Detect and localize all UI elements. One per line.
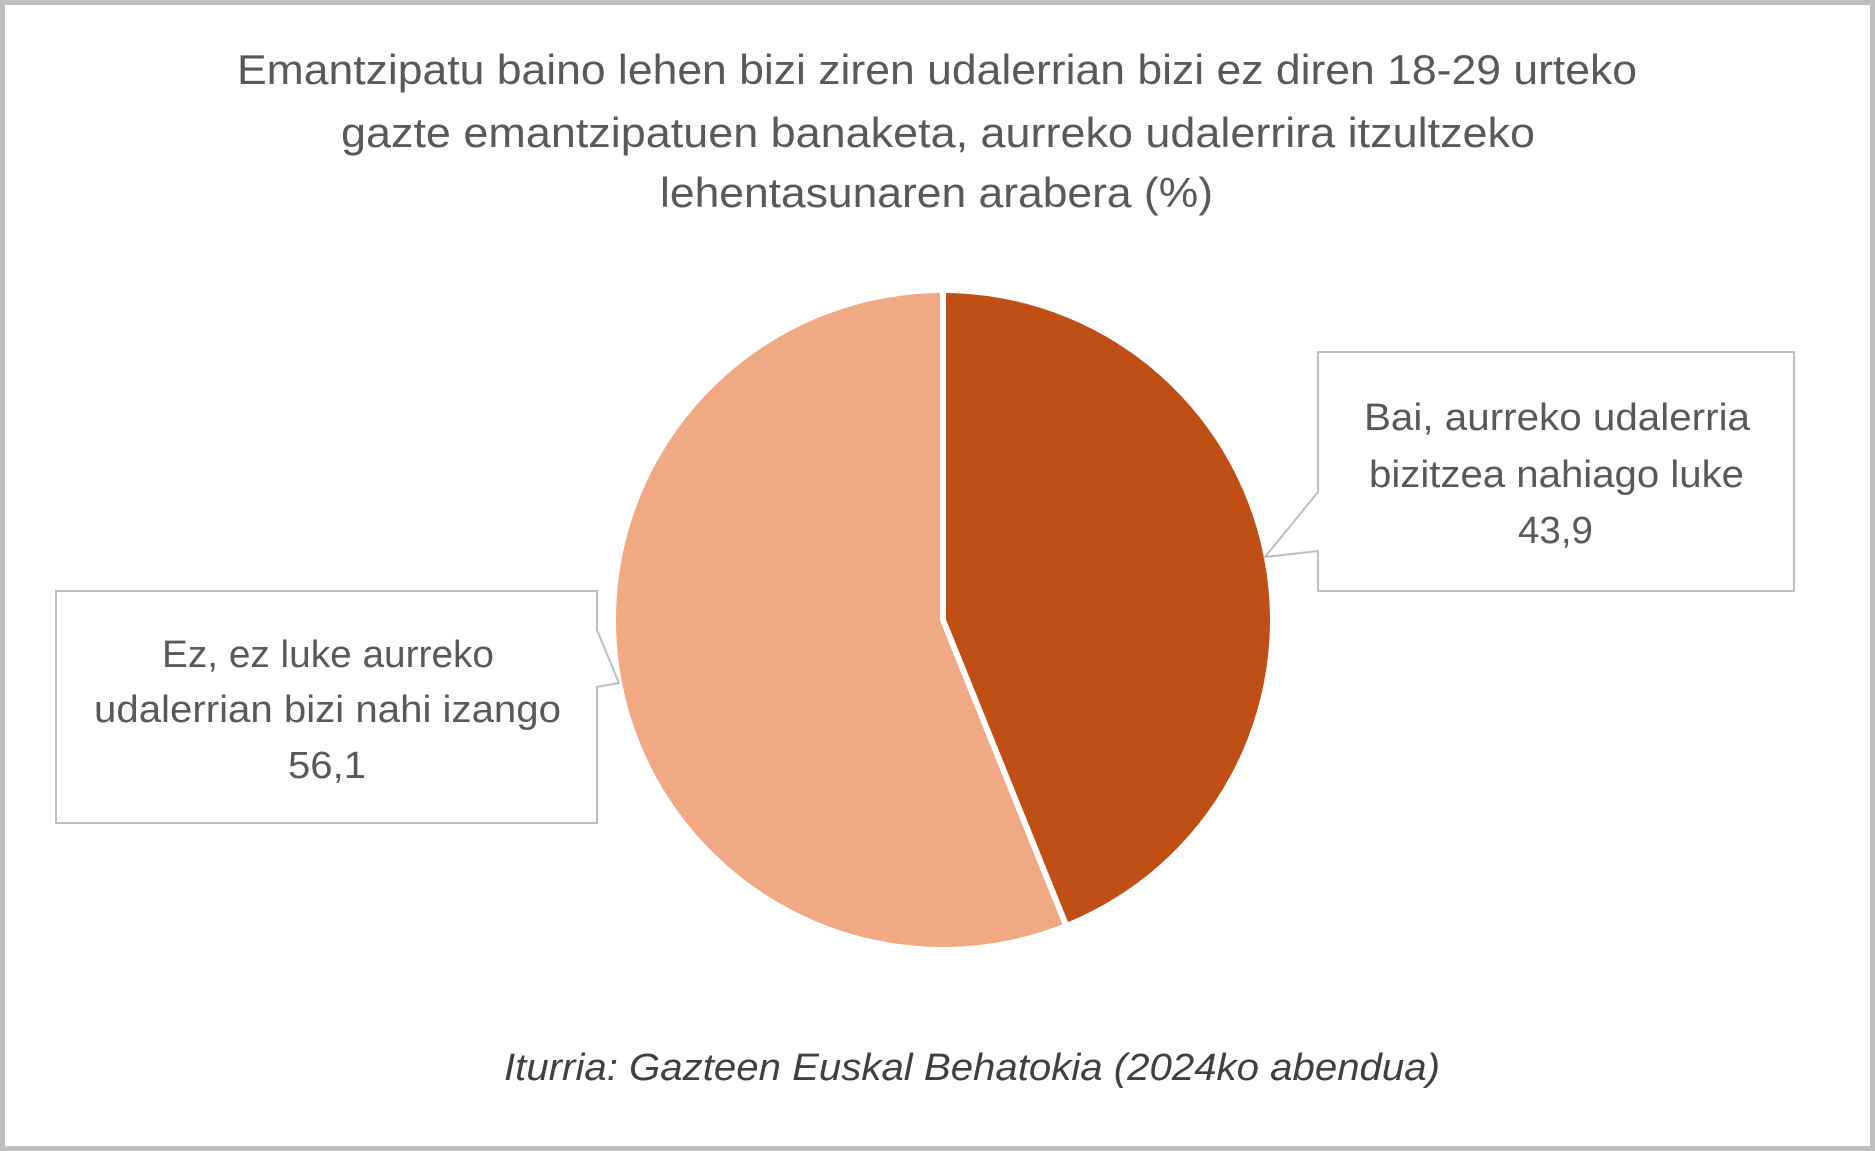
- callout-yes-line-2: bizitzea nahiago luke: [1369, 454, 1744, 496]
- callout-yes: Bai, aurreko udalerria bizitzea nahiago …: [1262, 351, 1795, 592]
- callout-yes-value: 43,9: [1518, 510, 1593, 552]
- chart-title: Emantzipatu baino lehen bizi ziren udale…: [237, 46, 1637, 216]
- callout-no-value: 56,1: [288, 745, 366, 787]
- slice-separator: [940, 293, 1069, 925]
- callout-no-line-1: Ez, ez luke aurreko: [162, 634, 494, 676]
- callout-yes-line-1: Bai, aurreko udalerria: [1364, 397, 1751, 439]
- pie-slice-yes[interactable]: [943, 293, 1270, 924]
- callout-no-box: [55, 590, 621, 824]
- title-line-1: Emantzipatu baino lehen bizi ziren udale…: [237, 46, 1637, 93]
- callout-no-line-2: udalerrian bizi nahi izango: [94, 689, 561, 731]
- pie: [615, 293, 1270, 947]
- title-line-2: gazte emantzipatuen banaketa, aurreko ud…: [341, 109, 1535, 156]
- chart-source: Iturria: Gazteen Euskal Behatokia (2024k…: [504, 1047, 1440, 1089]
- callout-yes-box: [1262, 351, 1795, 592]
- callout-no: Ez, ez luke aurreko udalerrian bizi nahi…: [55, 590, 621, 824]
- pie-slice-no[interactable]: [615, 293, 1066, 947]
- title-line-3: lehentasunaren arabera (%): [660, 169, 1213, 216]
